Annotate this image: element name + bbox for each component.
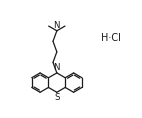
Text: N: N [54,63,60,72]
Text: H·Cl: H·Cl [101,33,120,43]
Text: S: S [54,93,60,102]
Text: N: N [54,21,60,30]
